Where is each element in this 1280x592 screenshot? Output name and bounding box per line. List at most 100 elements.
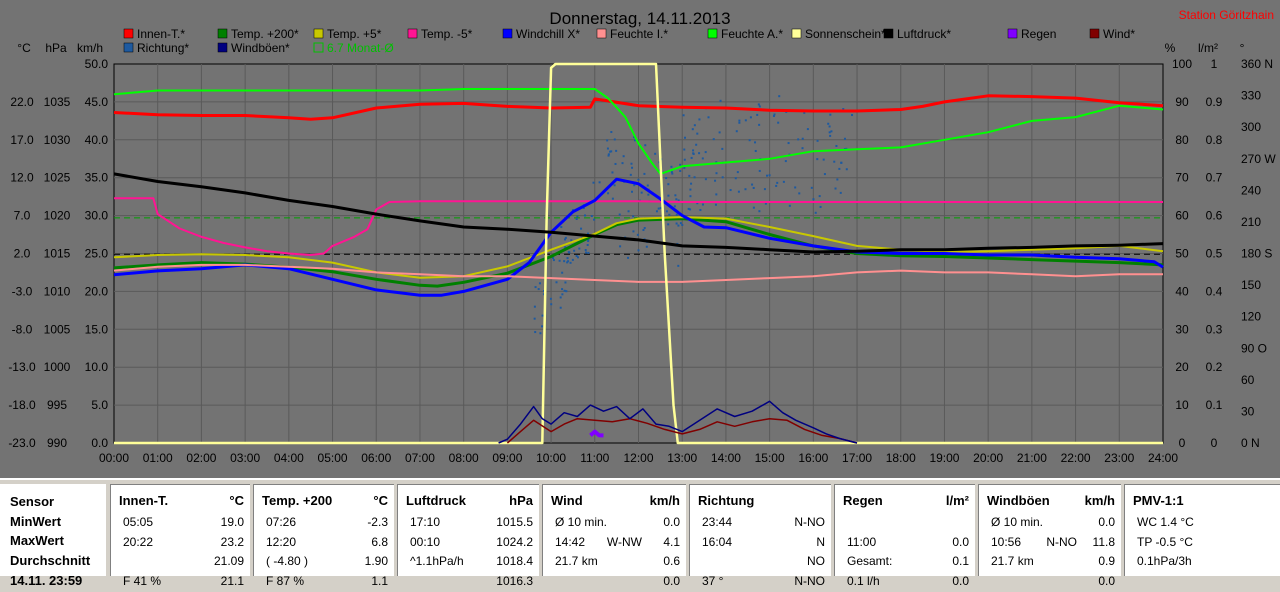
direction-point [670, 165, 673, 168]
stats-panel-unit: l/m² [945, 493, 969, 508]
direction-point [803, 111, 806, 114]
rain-tick-0: 1 [1211, 57, 1218, 71]
legend-label-8: Luftdruck* [897, 27, 951, 41]
wind-tick-6: 20.0 [85, 284, 109, 298]
stats-panel-0: Innen-T. °C 05:05 19.0 20:22 23.2 21.09 F 41 % 2… [110, 484, 250, 588]
stats-cell-value: 21.09 [213, 554, 244, 568]
legend-swatch-2 [313, 28, 324, 39]
direction-point [698, 152, 701, 155]
direction-point [657, 207, 660, 210]
stats-panel-unit: °C [229, 493, 244, 508]
direction-point [643, 172, 646, 175]
direction-tick-12: 0 N [1241, 436, 1260, 450]
direction-point [632, 230, 635, 233]
direction-point [829, 134, 832, 137]
stats-panel-1: Temp. +200 °C 07:26 -2.3 12:20 6.8 ( -4.80 ) 1.… [253, 484, 394, 588]
direction-tick-4: 240 [1241, 183, 1261, 197]
temp-tick-2: 12.0 [10, 171, 34, 185]
direction-point [738, 119, 741, 122]
stats-row: ^1.1hPa/h 1018.4 [406, 554, 533, 572]
x-tick-15: 15:00 [755, 451, 785, 465]
direction-point [632, 215, 635, 218]
direction-point [576, 215, 579, 218]
legend-label-1: Temp. +200* [231, 27, 299, 41]
direction-point [763, 188, 766, 191]
direction-point [801, 147, 804, 150]
direction-point [633, 139, 636, 142]
stats-cell-value: -2.3 [367, 515, 388, 529]
direction-tick-6: 180 S [1241, 247, 1272, 261]
direction-point [576, 256, 579, 259]
direction-point [552, 257, 555, 260]
direction-point [559, 296, 562, 299]
direction-point [751, 183, 754, 186]
direction-point [693, 124, 696, 127]
x-tick-8: 08:00 [449, 451, 479, 465]
direction-point [627, 256, 630, 259]
legend-swatch-7 [791, 28, 802, 39]
stats-row: Ø 10 min. 0.0 [987, 515, 1115, 533]
series-line-feuchte-a- [113, 88, 1164, 175]
stats-cell-time: Gesamt: [847, 554, 893, 568]
direction-point [573, 249, 576, 252]
stats-cell-dir: N-NO [1046, 534, 1077, 549]
direction-point [816, 139, 819, 142]
direction-point [830, 130, 833, 133]
stats-row: 07:26 -2.3 [262, 515, 388, 533]
direction-point [679, 169, 682, 172]
direction-point [754, 149, 757, 152]
stats-cell-value: N-NO [794, 515, 825, 529]
direction-point [610, 131, 613, 134]
direction-point [687, 207, 690, 210]
direction-point [584, 214, 587, 217]
direction-point [646, 184, 649, 187]
direction-tick-0: 360 N [1241, 57, 1273, 71]
direction-point [693, 176, 696, 179]
direction-point [679, 163, 682, 166]
stats-panel-unit: km/h [1084, 493, 1115, 508]
direction-point [607, 192, 610, 195]
stats-cell-time: 10:56 [991, 534, 1022, 549]
direction-point [682, 114, 685, 117]
legend-swatch-3 [407, 28, 418, 39]
stats-cell-time: F 41 % [123, 573, 162, 588]
wind-tick-0: 50.0 [85, 57, 109, 71]
direction-point [834, 187, 837, 190]
stats-row-labels: Sensor MinWert MaxWert Durchschnitt 14.1… [0, 484, 106, 588]
stats-row: 0.0 [551, 574, 680, 592]
direction-point [797, 138, 800, 141]
stats-cell-time: 37 ° [702, 573, 724, 588]
direction-point [683, 158, 686, 161]
direction-point [683, 166, 686, 169]
legend-label-2: Temp. +5* [327, 27, 382, 41]
stats-row: 14:42 W-NW 4.1 [551, 535, 680, 553]
stats-panel-unit: °C [373, 493, 388, 508]
stats-cell-value: 0.0 [1098, 515, 1115, 529]
legend-label-5: Feuchte I.* [610, 27, 668, 41]
direction-point [642, 229, 645, 232]
direction-point [647, 193, 650, 196]
direction-point [734, 177, 737, 180]
series-line-temp-200- [113, 217, 1164, 288]
direction-point [563, 289, 566, 292]
direction-point [695, 143, 698, 146]
direction-point [707, 116, 710, 119]
stats-cell-value: N [816, 534, 825, 549]
stats-row: 17:10 1015.5 [406, 515, 533, 533]
direction-point [633, 184, 636, 187]
stats-row: TP -0.5 °C [1133, 535, 1274, 553]
direction-point [550, 303, 553, 306]
stats-row: NO [698, 554, 825, 572]
direction-point [777, 121, 780, 124]
x-tick-11: 11:00 [580, 451, 609, 465]
direction-point [630, 162, 633, 165]
legend-label-3: Temp. -5* [421, 27, 473, 41]
direction-point [838, 167, 841, 170]
stats-panel-title: Innen-T. [119, 493, 169, 508]
stats-cell-value: 1024.2 [496, 534, 533, 549]
direction-point [828, 125, 831, 128]
humidity-tick-3: 70 [1175, 171, 1189, 185]
direction-tick-3: 270 W [1241, 152, 1276, 166]
stats-cell-value: 1018.4 [496, 554, 533, 568]
rain-tick-6: 0.4 [1206, 284, 1223, 298]
